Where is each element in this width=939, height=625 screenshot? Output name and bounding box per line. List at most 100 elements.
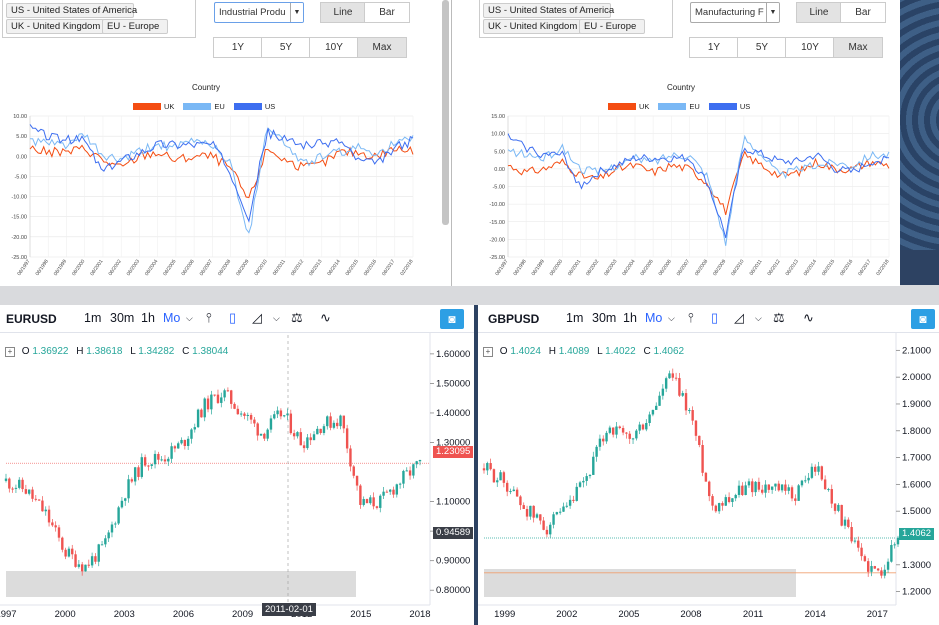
y-tick-label: 5.00 xyxy=(494,149,505,155)
country-selector[interactable]: US - United States of America UK - Unite… xyxy=(479,0,673,38)
candle-body xyxy=(814,466,817,472)
candles-icon[interactable]: ▯ xyxy=(711,310,719,325)
candle-body xyxy=(369,497,372,504)
legend-label-us: US xyxy=(264,102,276,111)
ohlc-h-key: H xyxy=(76,346,84,357)
candle-body xyxy=(31,489,34,499)
country-tag-us[interactable]: US - United States of America xyxy=(6,3,137,18)
indicator-select[interactable]: Industrial Produ ▼ xyxy=(214,2,304,23)
x-tick-label: 06/2009 xyxy=(712,259,727,277)
timeframe-monthly[interactable]: Mo xyxy=(163,311,181,325)
range-10y-button[interactable]: 10Y xyxy=(309,37,359,58)
x-tick-label: 06/2015 xyxy=(821,259,836,277)
candle-body xyxy=(608,427,612,433)
area-chart-icon[interactable]: ◿ xyxy=(734,310,744,325)
time-axis-label: 2015 xyxy=(350,609,371,620)
chart-type-bar-button[interactable]: Bar xyxy=(840,2,886,23)
bar-style-icon[interactable]: ⫯ xyxy=(206,310,212,325)
candlestick-chart-eurusd[interactable]: 1.600001.500001.400001.300001.100001.000… xyxy=(0,305,474,625)
candle-body xyxy=(90,556,94,566)
price-axis-label: 0.80000 xyxy=(436,585,470,596)
candle-body xyxy=(253,419,256,424)
time-axis-label: 2003 xyxy=(114,609,135,620)
candle-body xyxy=(193,427,196,430)
y-tick-label: -25.00 xyxy=(489,255,505,261)
chevron-down-icon[interactable]: ⌵ xyxy=(273,313,280,323)
timeframe-30m[interactable]: 30m xyxy=(592,311,617,325)
timeframe-30m[interactable]: 30m xyxy=(110,311,135,325)
timeframe-1m[interactable]: 1m xyxy=(84,311,102,325)
x-tick-label: 06/2006 xyxy=(658,259,673,277)
trading-chart-panel-left: EURUSD 1m 30m 1h Mo ⌵ ⫯ ▯ ◿ ⌵ ⚖ ∿ ◙ + O … xyxy=(0,305,474,625)
candle-body xyxy=(299,432,302,446)
compare-icon[interactable]: ∿ xyxy=(803,310,814,325)
x-tick-label: 06/1999 xyxy=(531,259,546,277)
candle-body xyxy=(266,429,269,439)
camera-icon[interactable]: ◙ xyxy=(440,309,464,329)
camera-icon[interactable]: ◙ xyxy=(911,309,935,329)
candle-body xyxy=(694,420,698,436)
candles-icon[interactable]: ▯ xyxy=(229,310,237,325)
x-tick-label: 06/2002 xyxy=(585,259,600,277)
line-chart-manufacturing: 15.00 10.00 5.00 0.00 -5.00 -10.00 -15.00 -20.0… xyxy=(489,114,890,277)
x-tick-label: 06/2007 xyxy=(676,259,691,277)
chart-type-bar-button[interactable]: Bar xyxy=(364,2,410,23)
indicators-icon[interactable]: ⚖ xyxy=(773,310,785,325)
area-chart-icon[interactable]: ◿ xyxy=(252,310,262,325)
candle-body xyxy=(147,465,150,467)
candle-body xyxy=(57,527,61,538)
timeframe-1h[interactable]: 1h xyxy=(141,311,155,325)
candle-body xyxy=(309,437,312,441)
candle-body xyxy=(286,413,289,416)
compare-icon[interactable]: ∿ xyxy=(320,310,331,325)
timeframe-1m[interactable]: 1m xyxy=(566,311,584,325)
country-tag-eu[interactable]: EU - Europe xyxy=(579,19,645,34)
candle-body xyxy=(598,438,602,447)
candle-body xyxy=(306,437,309,449)
candle-body xyxy=(847,519,850,528)
chart-type-line-button[interactable]: Line xyxy=(796,2,842,23)
symbol-name[interactable]: EURUSD xyxy=(6,312,57,326)
candle-body xyxy=(724,497,727,506)
range-max-button[interactable]: Max xyxy=(357,37,407,58)
candlestick-chart-gbpusd[interactable]: 2.1000 2.0000 1.9000 1.8000 1.7000 1.6000 1.50… xyxy=(478,305,939,625)
country-tag-us[interactable]: US - United States of America xyxy=(483,3,614,18)
timeframe-1h[interactable]: 1h xyxy=(623,311,637,325)
indicators-icon[interactable]: ⚖ xyxy=(291,310,303,325)
chevron-down-icon[interactable]: ⌵ xyxy=(668,313,675,323)
candle-body xyxy=(259,433,263,436)
legend-label-eu: EU xyxy=(689,102,700,111)
country-selector[interactable]: US - United States of America UK - Unite… xyxy=(2,0,196,38)
candle-body xyxy=(74,554,77,567)
candle-body xyxy=(774,483,777,487)
candle-body xyxy=(717,503,721,512)
chevron-down-icon[interactable]: ⌵ xyxy=(186,313,193,323)
economic-chart-panel-left: US - United States of America UK - Unite… xyxy=(0,0,452,286)
candle-body xyxy=(539,514,542,521)
bar-style-icon[interactable]: ⫯ xyxy=(688,310,694,325)
country-tag-eu[interactable]: EU - Europe xyxy=(102,19,168,34)
candle-body xyxy=(562,506,565,512)
range-max-button[interactable]: Max xyxy=(833,37,883,58)
chart-legend: UK EU US xyxy=(133,102,281,111)
x-tick-label: 06/2015 xyxy=(345,259,360,277)
ohlc-readout: + O 1.4024 H 1.4089 L 1.4022 C 1.4062 xyxy=(483,346,689,357)
expand-icon[interactable]: + xyxy=(483,347,493,357)
indicator-select[interactable]: Manufacturing F ▼ xyxy=(690,2,780,23)
range-1y-button[interactable]: 1Y xyxy=(689,37,739,58)
candle-body xyxy=(226,390,230,392)
range-5y-button[interactable]: 5Y xyxy=(261,37,311,58)
candle-body xyxy=(668,373,671,379)
candle-body xyxy=(850,527,853,542)
chevron-down-icon[interactable]: ⌵ xyxy=(755,313,762,323)
timeframe-monthly[interactable]: Mo xyxy=(645,311,663,325)
candle-body xyxy=(124,498,127,501)
candle-body xyxy=(273,414,276,419)
symbol-name[interactable]: GBPUSD xyxy=(488,312,540,326)
expand-icon[interactable]: + xyxy=(5,347,15,357)
candle-body xyxy=(674,377,678,379)
time-axis-label: 2002 xyxy=(556,609,577,620)
country-tag-uk[interactable]: UK - United Kingdom xyxy=(6,19,104,34)
candle-body xyxy=(582,480,585,483)
scrollbar[interactable] xyxy=(442,0,449,225)
